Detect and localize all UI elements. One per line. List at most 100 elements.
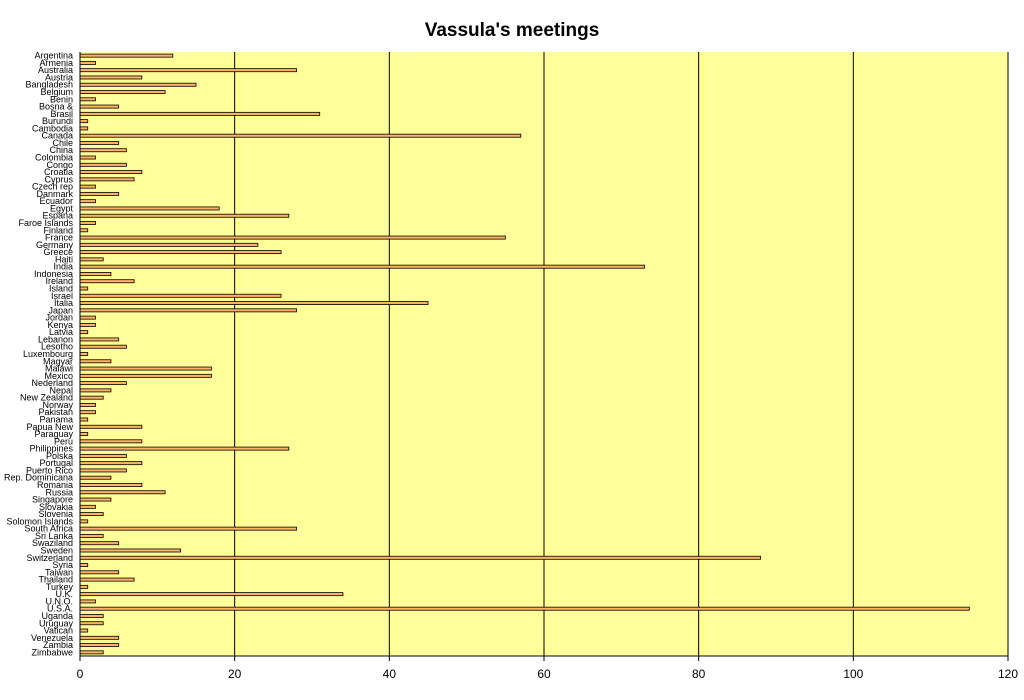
bar xyxy=(79,628,89,633)
category-label: Burundi xyxy=(42,116,73,126)
category-label: Israel xyxy=(51,291,73,301)
bar xyxy=(79,606,970,611)
category-label: Australia xyxy=(38,65,73,75)
bar xyxy=(79,475,112,480)
category-label: Slovenia xyxy=(38,509,73,519)
bar xyxy=(79,228,89,233)
bar xyxy=(79,111,321,116)
bar xyxy=(79,90,166,94)
bar xyxy=(79,497,112,502)
bar xyxy=(79,191,120,196)
category-label: Swaziland xyxy=(32,538,73,548)
category-label: Puerto Rico xyxy=(26,465,73,475)
bar xyxy=(79,308,297,313)
category-label: Greece xyxy=(43,247,73,257)
category-label: Haiti xyxy=(55,254,73,264)
category-label: U.N.O. xyxy=(45,596,73,606)
bar xyxy=(79,381,127,386)
category-label: Argentina xyxy=(34,51,73,61)
category-label: Croatia xyxy=(44,167,73,177)
category-label: Italia xyxy=(54,298,73,308)
bar xyxy=(79,541,120,546)
bar xyxy=(79,403,96,407)
bar xyxy=(79,75,143,80)
bar xyxy=(79,512,104,517)
x-tick-label: 0 xyxy=(77,667,84,681)
category-label: Island xyxy=(49,284,73,294)
bar xyxy=(79,643,120,648)
bar xyxy=(79,97,96,102)
category-label: Slovakia xyxy=(39,502,73,512)
category-label: Sri Lanka xyxy=(35,531,73,541)
category-label: Uganda xyxy=(41,611,73,621)
category-label: Nepal xyxy=(49,385,73,395)
category-label: Portugal xyxy=(39,458,73,468)
category-label: Ecuador xyxy=(39,196,73,206)
bar xyxy=(79,490,166,495)
bar xyxy=(79,424,143,429)
bar xyxy=(79,257,104,262)
category-label: Sweden xyxy=(40,545,73,555)
bar xyxy=(79,533,104,538)
category-label: Norway xyxy=(42,400,73,410)
bar xyxy=(79,388,112,393)
bar xyxy=(79,301,429,305)
category-label: Syria xyxy=(52,560,73,570)
bar xyxy=(79,272,112,276)
bar xyxy=(79,432,89,436)
bar xyxy=(79,162,127,167)
bar xyxy=(79,155,96,160)
category-label: Jordan xyxy=(45,313,73,323)
gridlines xyxy=(234,52,1009,656)
bar xyxy=(79,446,290,451)
category-label: Kenya xyxy=(47,320,73,330)
category-label: Indonesia xyxy=(34,269,73,279)
bar xyxy=(79,352,89,356)
x-tick-label: 60 xyxy=(537,667,551,681)
bar xyxy=(79,439,143,444)
category-label: China xyxy=(49,145,73,155)
bar xyxy=(79,359,112,364)
bar xyxy=(79,410,96,415)
category-label: U.S.A. xyxy=(47,604,73,614)
category-label: Mexico xyxy=(44,371,73,381)
category-label: U.K. xyxy=(55,589,73,599)
category-label: Thailand xyxy=(38,575,73,585)
category-label: Rep. Dominicana xyxy=(4,473,73,483)
bar xyxy=(79,315,96,320)
category-label: Malawi xyxy=(45,364,73,374)
bar xyxy=(79,650,104,655)
bar xyxy=(79,148,127,153)
category-label: Chile xyxy=(52,138,73,148)
category-label: Zambia xyxy=(43,640,73,650)
bar xyxy=(79,344,127,349)
bar xyxy=(79,213,290,218)
bar xyxy=(79,119,89,124)
bar xyxy=(79,53,174,58)
bar xyxy=(79,599,96,604)
x-tick-label: 120 xyxy=(998,667,1018,681)
bar xyxy=(79,373,212,378)
bar xyxy=(79,170,143,175)
bar xyxy=(79,621,104,626)
category-labels: ArgentinaArmeniaAustraliaAustriaBanglade… xyxy=(4,51,74,658)
bar xyxy=(79,548,181,553)
category-label: Armenia xyxy=(39,58,73,68)
category-label: Venezuela xyxy=(31,633,73,643)
x-axis-ticks: 0 20 40 60 80 100 120 xyxy=(77,656,1018,681)
bar xyxy=(79,126,89,131)
bar xyxy=(79,614,104,618)
category-label: Vatican xyxy=(44,626,73,636)
x-tick-label: 20 xyxy=(228,667,242,681)
category-label: Danmark xyxy=(36,189,73,199)
bar xyxy=(79,60,96,65)
category-label: Belgium xyxy=(40,87,73,97)
bar xyxy=(79,366,212,371)
category-label: Bosna & xyxy=(39,102,73,112)
category-label: Paraguay xyxy=(34,429,73,439)
bar xyxy=(79,635,120,640)
bar xyxy=(79,570,120,575)
category-label: Latvia xyxy=(49,327,73,337)
bar xyxy=(79,563,89,567)
